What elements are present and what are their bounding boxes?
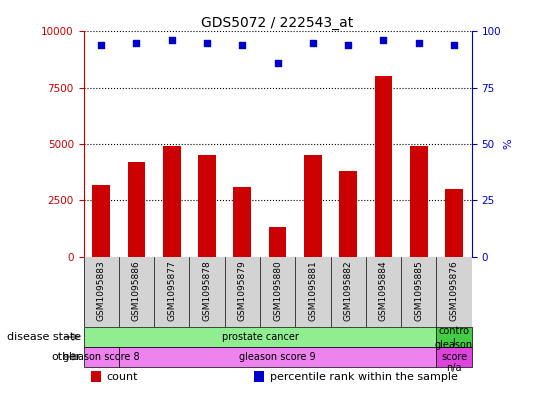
Bar [445,189,463,257]
Point [273,60,282,66]
Text: gleason
score
n/a: gleason score n/a [435,340,473,373]
Text: prostate cancer: prostate cancer [222,332,299,342]
Bar [198,155,216,257]
Point [238,42,247,48]
Bar [119,347,437,367]
Text: GSM1095884: GSM1095884 [379,260,388,321]
Bar [410,146,427,257]
Bar [91,371,101,382]
Text: GSM1095880: GSM1095880 [273,260,282,321]
Bar [269,228,286,257]
Point [203,40,211,46]
Bar [163,146,181,257]
Bar [233,187,251,257]
Text: GSM1095877: GSM1095877 [167,260,176,321]
Point [379,37,388,44]
Text: count: count [107,372,139,382]
Bar [375,77,392,257]
Text: GSM1095878: GSM1095878 [203,260,211,321]
Text: contro
l: contro l [439,326,469,348]
Point [308,40,317,46]
Y-axis label: %: % [504,139,514,149]
Text: percentile rank within the sample: percentile rank within the sample [270,372,458,382]
Bar [437,347,472,367]
Text: GSM1095886: GSM1095886 [132,260,141,321]
Text: GSM1095876: GSM1095876 [450,260,459,321]
Text: GSM1095879: GSM1095879 [238,260,247,321]
Text: disease state: disease state [6,332,81,342]
Text: GSM1095882: GSM1095882 [344,260,353,321]
Text: GSM1095885: GSM1095885 [414,260,423,321]
Point [132,40,141,46]
Text: gleason score 9: gleason score 9 [239,352,316,362]
Bar [254,371,264,382]
Title: GDS5072 / 222543_at: GDS5072 / 222543_at [202,17,354,30]
Point [344,42,353,48]
Point [97,42,106,48]
Text: GSM1095883: GSM1095883 [96,260,106,321]
Text: GSM1095881: GSM1095881 [308,260,317,321]
Text: other: other [51,352,81,362]
Bar [304,155,322,257]
Bar [340,171,357,257]
Point [414,40,423,46]
Bar [92,185,110,257]
Bar [128,162,146,257]
Point [168,37,176,44]
Bar [84,347,119,367]
Point [450,42,458,48]
Bar [437,327,472,347]
Text: gleason score 8: gleason score 8 [63,352,140,362]
